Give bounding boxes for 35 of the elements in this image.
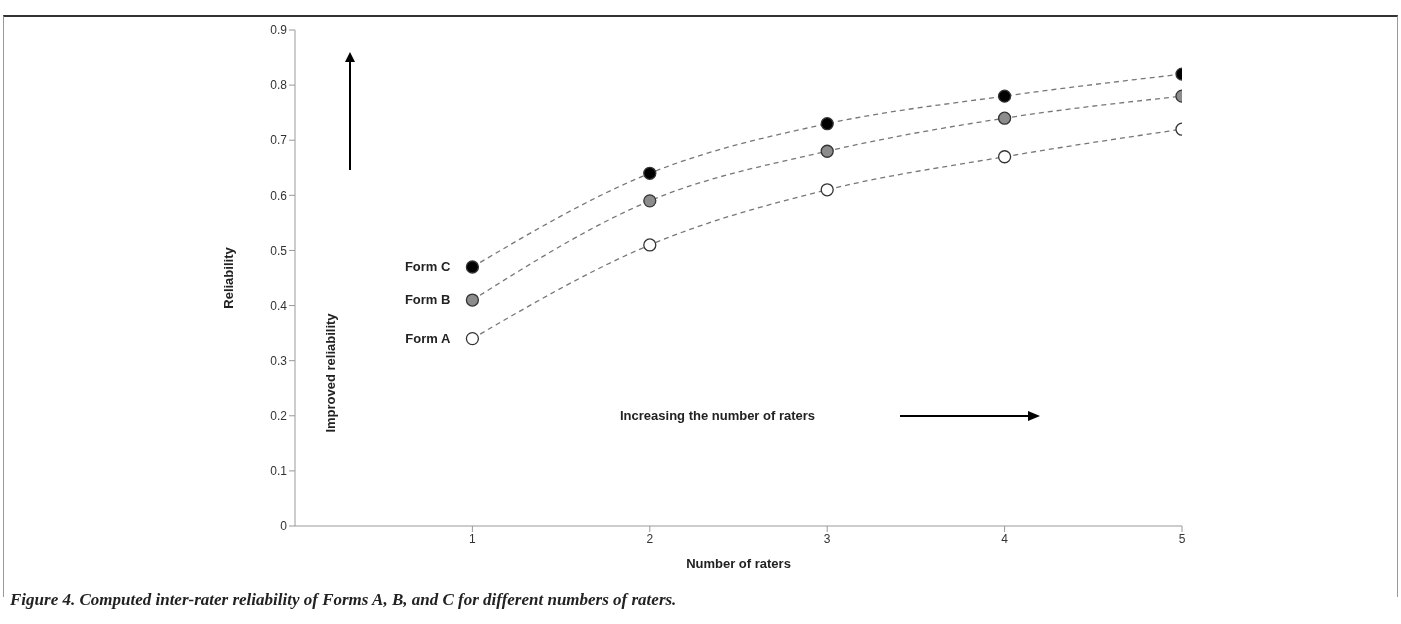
x-tick-label: 2	[646, 531, 654, 546]
y-tick-label: 0.2	[270, 409, 288, 424]
series-label: Form C	[404, 258, 452, 274]
series-label: Form A	[405, 330, 451, 346]
x-axis-title: Number of raters	[686, 556, 791, 571]
point	[997, 150, 1012, 164]
y-tick-label: 0.3	[270, 353, 288, 368]
caption: Figure 4. Computed inter-rater reliability of Forms A, B, and C for different numbers of raters.	[10, 590, 677, 610]
point	[643, 238, 657, 252]
point	[820, 144, 834, 158]
y-axis-title: Reliability	[220, 246, 236, 309]
point	[820, 117, 834, 131]
x-tick-label: 1	[469, 531, 477, 546]
y-tick-label: 0.7	[270, 133, 288, 148]
series-label: Form B	[404, 292, 451, 308]
point	[465, 331, 480, 346]
y-tick-label: 0.8	[270, 78, 288, 93]
point	[820, 183, 834, 197]
point	[465, 293, 480, 307]
y-tick-label: 0.4	[270, 298, 288, 313]
point	[643, 166, 657, 180]
x-tick-label: 4	[1001, 531, 1009, 546]
point	[643, 194, 657, 208]
y-tick-label: 0.9	[270, 23, 288, 38]
x-tick-label: 5	[1178, 531, 1186, 546]
y-tick-label: 0	[280, 519, 288, 534]
point	[997, 111, 1012, 125]
annotation: Improved reliability	[322, 313, 338, 433]
point	[997, 89, 1012, 103]
y-tick-label: 0.5	[270, 243, 288, 258]
x-tick-label: 3	[823, 531, 831, 546]
point	[465, 260, 480, 274]
y-tick-label: 0.1	[270, 464, 288, 479]
y-tick-label: 0.6	[270, 188, 288, 203]
annotation: Increasing the number of raters	[620, 408, 816, 423]
